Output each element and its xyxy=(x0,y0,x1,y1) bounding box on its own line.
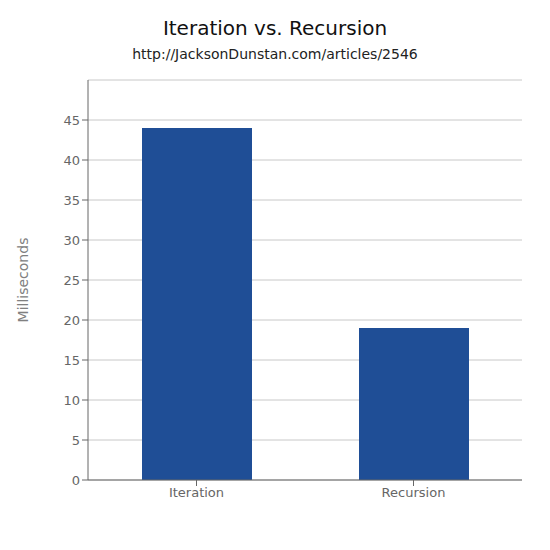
svg-text:5: 5 xyxy=(72,433,80,448)
svg-text:45: 45 xyxy=(63,113,80,128)
svg-text:20: 20 xyxy=(63,313,80,328)
svg-text:0: 0 xyxy=(72,473,80,488)
svg-text:Iteration: Iteration xyxy=(169,485,224,500)
svg-text:25: 25 xyxy=(63,273,80,288)
svg-text:30: 30 xyxy=(63,233,80,248)
svg-text:40: 40 xyxy=(63,153,80,168)
svg-text:35: 35 xyxy=(63,193,80,208)
svg-text:15: 15 xyxy=(63,353,80,368)
svg-text:10: 10 xyxy=(63,393,80,408)
svg-text:Milliseconds: Milliseconds xyxy=(15,238,31,323)
html-text:http://JacksonDunstan.com/arti: http://JacksonDunstan.com/articles/2546 xyxy=(132,46,418,62)
html-text:Iteration vs. Recursion: Iteration vs. Recursion xyxy=(162,16,388,40)
svg-text:Recursion: Recursion xyxy=(382,485,446,500)
